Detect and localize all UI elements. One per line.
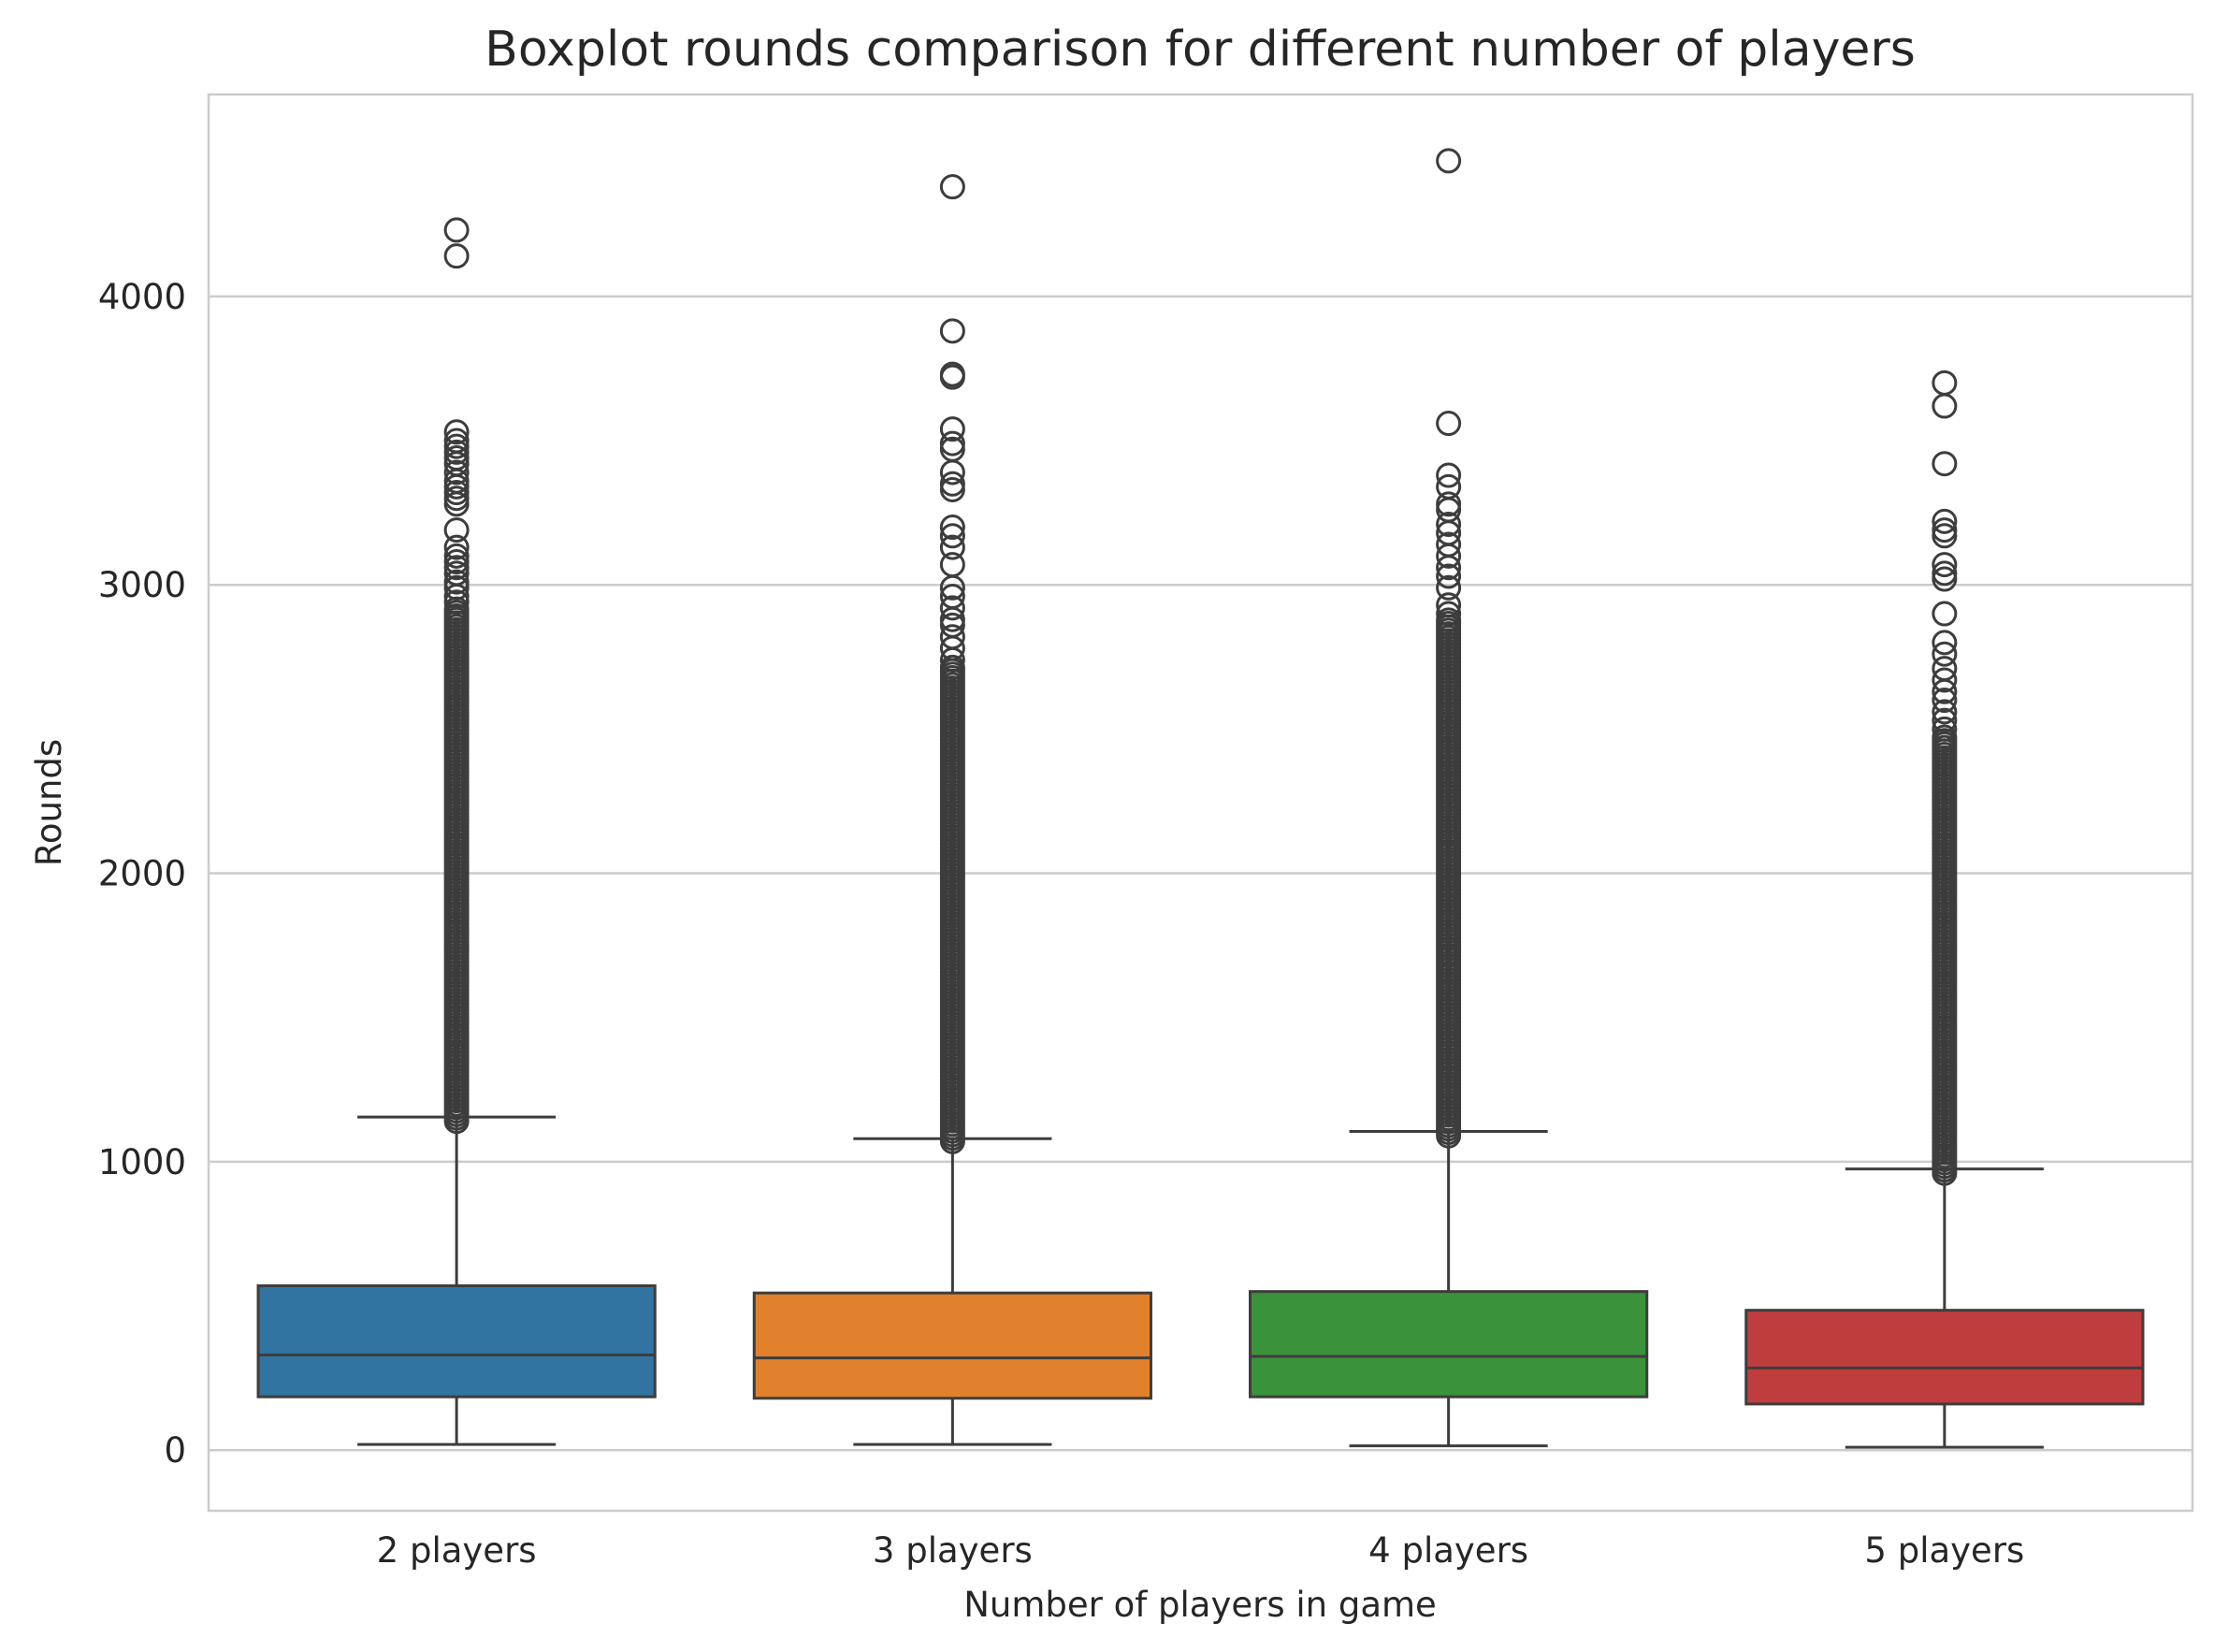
outlier-point — [939, 584, 965, 610]
plot-frame — [207, 93, 2194, 1513]
outlier-point — [939, 523, 965, 549]
box-group — [1744, 370, 2145, 1449]
outlier-point — [1932, 716, 1958, 742]
box-iqr — [1249, 1290, 1649, 1398]
x-tick-label: 2 players — [377, 1530, 537, 1571]
outlier-point — [1932, 560, 1958, 587]
box-group — [256, 217, 657, 1446]
y-tick-label: 4000 — [98, 277, 186, 317]
outlier-point — [1436, 491, 1462, 517]
outlier-point — [1932, 552, 1958, 578]
tick-labels: 0 1000 2000 3000 4000 2 players 3 players 4 pla… — [98, 277, 2024, 1571]
outlier-point — [1932, 688, 1958, 714]
outlier-point — [1932, 656, 1958, 682]
outlier-point — [1932, 601, 1958, 627]
outlier-point — [1932, 508, 1958, 534]
outlier-point — [1932, 667, 1958, 693]
outlier-point — [443, 534, 470, 560]
box-iqr — [256, 1283, 657, 1398]
outlier-point — [1932, 370, 1958, 396]
outlier-point — [939, 430, 965, 456]
outlier-point — [1932, 630, 1958, 656]
grid-lines — [209, 295, 2192, 1452]
outlier-point — [939, 624, 965, 650]
y-axis-label: Rounds — [29, 739, 69, 866]
y-tick-label: 0 — [164, 1430, 186, 1471]
outlier-point — [443, 217, 470, 243]
outlier-point — [443, 419, 470, 445]
box-group — [752, 174, 1152, 1446]
outlier-point — [443, 459, 470, 485]
outlier-point — [1436, 411, 1462, 437]
outlier-point — [1436, 462, 1462, 488]
outlier-point — [443, 543, 470, 569]
outlier-point — [443, 517, 470, 543]
box-iqr — [1744, 1309, 2145, 1406]
outlier-point — [939, 552, 965, 578]
outlier-point — [443, 427, 470, 454]
box-series — [256, 148, 2145, 1449]
outlier-point — [939, 514, 965, 541]
chart-title: Boxplot rounds comparison for different … — [485, 22, 1916, 78]
outlier-point — [1436, 574, 1462, 601]
outlier-point — [1436, 601, 1462, 627]
outlier-point — [443, 243, 470, 269]
outlier-point — [1932, 724, 1958, 750]
y-tick-label: 3000 — [98, 565, 186, 605]
outlier-point — [939, 174, 965, 200]
outlier-point — [939, 654, 965, 680]
outlier-point — [939, 534, 965, 560]
y-tick-label: 1000 — [98, 1142, 186, 1182]
x-tick-label: 3 players — [873, 1530, 1033, 1571]
outlier-point — [1932, 451, 1958, 477]
x-tick-label: 5 players — [1864, 1530, 2024, 1571]
x-axis-label: Number of players in game — [963, 1585, 1437, 1625]
outlier-point — [939, 318, 965, 344]
outlier-point — [1436, 563, 1462, 589]
outlier-point — [1436, 592, 1462, 618]
outlier-point — [1436, 607, 1462, 633]
outlier-point — [1436, 473, 1462, 500]
box-iqr — [752, 1291, 1152, 1400]
outlier-point — [1436, 531, 1462, 558]
outlier-point — [1436, 511, 1462, 537]
outlier-point — [1436, 148, 1462, 174]
outlier-point — [1932, 699, 1958, 725]
outlier-point — [1932, 641, 1958, 667]
outlier-point — [939, 471, 965, 497]
outlier-point — [1932, 707, 1958, 733]
outlier-point — [939, 416, 965, 442]
box-group — [1249, 148, 1649, 1448]
x-tick-label: 4 players — [1368, 1530, 1528, 1571]
outlier-point — [939, 361, 965, 387]
outlier-point — [1932, 517, 1958, 543]
outlier-point — [443, 569, 470, 595]
outlier-point — [939, 595, 965, 621]
y-tick-label: 2000 — [98, 854, 186, 894]
